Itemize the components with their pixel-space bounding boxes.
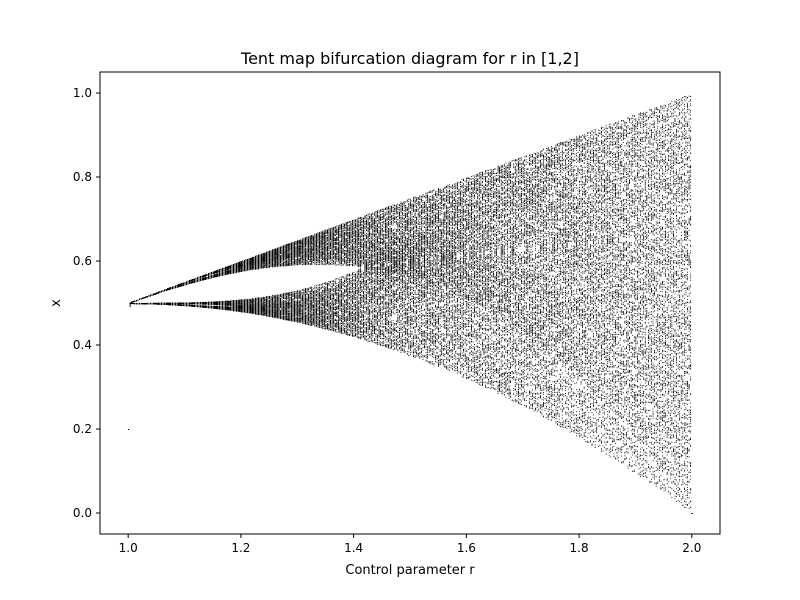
bifurcation-point: [153, 303, 154, 304]
bifurcation-point: [152, 294, 153, 295]
bifurcation-point: [158, 303, 159, 304]
bifurcation-point: [150, 303, 151, 304]
bifurcation-point: [131, 303, 132, 304]
bifurcation-point: [134, 301, 135, 302]
bifurcation-point: [156, 303, 157, 304]
bifurcation-point: [145, 297, 146, 298]
bifurcation-point: [149, 303, 150, 304]
bifurcation-point: [153, 294, 154, 295]
bifurcation-point: [155, 293, 156, 294]
bifurcation-point: [147, 296, 148, 297]
bifurcation-point: [142, 298, 143, 299]
bifurcation-point: [134, 303, 135, 304]
bifurcation-point: [147, 303, 148, 304]
bifurcation-point: [141, 303, 142, 304]
chart-title: Tent map bifurcation diagram for r in [1…: [240, 49, 579, 68]
bifurcation-point: [145, 303, 146, 304]
bifurcation-point: [141, 298, 142, 299]
bifurcation-point: [144, 297, 145, 298]
bifurcation-point: [130, 303, 131, 304]
bifurcation-point: [133, 303, 134, 304]
bifurcation-point: [139, 303, 140, 304]
bifurcation-point: [139, 299, 140, 300]
bifurcation-point: [156, 293, 157, 294]
bifurcation-point: [152, 303, 153, 304]
bifurcation-point: [136, 300, 137, 301]
bifurcation-point: [149, 296, 150, 297]
bifurcation-point: [136, 303, 137, 304]
bifurcation-point: [133, 301, 134, 302]
bifurcation-point: [144, 303, 145, 304]
bifurcation-point: [158, 292, 159, 293]
bifurcation-point: [150, 295, 151, 296]
bifurcation-point: [131, 302, 132, 303]
bifurcation-point: [138, 300, 139, 301]
bifurcation-point: [142, 303, 143, 304]
bifurcation-point: [138, 303, 139, 304]
bifurcation-point: [155, 303, 156, 304]
